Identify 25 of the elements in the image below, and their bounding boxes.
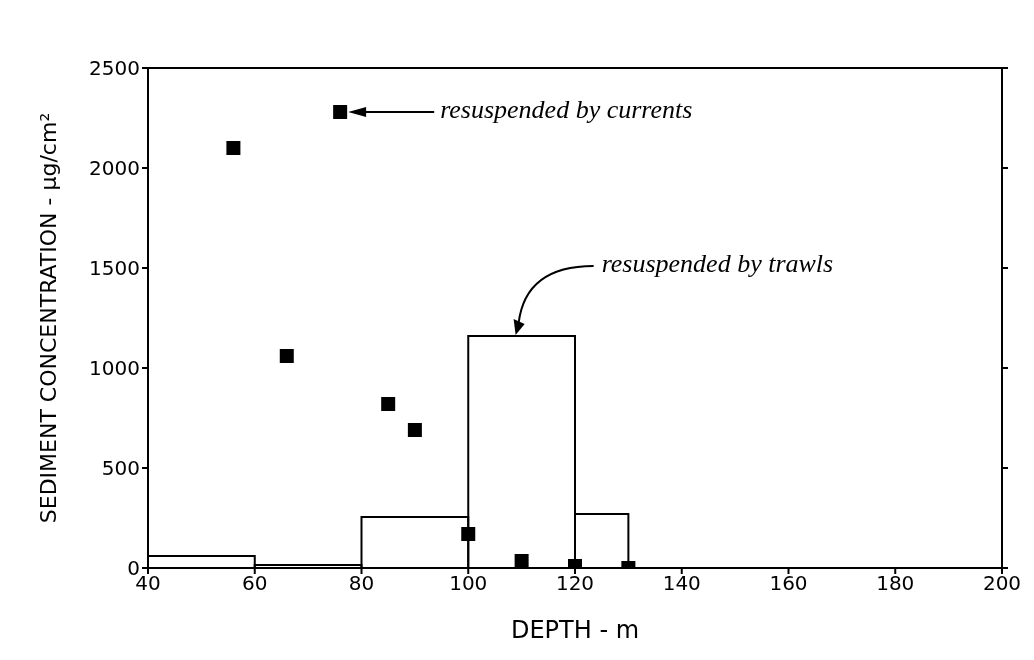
- point: [461, 527, 476, 541]
- y-tick-label: 1000: [89, 356, 140, 381]
- annotation: resuspended by trawls: [601, 248, 834, 278]
- point: [514, 554, 529, 568]
- y-tick-label: 2500: [89, 56, 140, 81]
- x-tick-label: 180: [876, 571, 915, 596]
- x-axis-title: DEPTH - m: [510, 616, 640, 644]
- y-tick-label: 2000: [89, 156, 140, 181]
- point: [407, 423, 422, 437]
- x-tick-label: 160: [769, 571, 808, 596]
- annotation: resuspended by currents: [440, 94, 693, 124]
- y-tick-label: 0: [127, 556, 140, 581]
- y-tick-label: 500: [101, 456, 140, 481]
- point: [226, 141, 241, 155]
- point: [381, 397, 396, 411]
- y-axis-title: SEDIMENT CONCENTRATION - μg/cm²: [35, 112, 61, 524]
- x-tick-label: 140: [662, 571, 701, 596]
- x-tick-label: 200: [982, 571, 1022, 596]
- x-tick-label: 120: [555, 571, 595, 596]
- x-tick-label: 80: [348, 571, 375, 596]
- point: [333, 105, 348, 119]
- x-tick-label: 100: [449, 571, 488, 596]
- y-tick-label: 1500: [89, 256, 140, 281]
- point: [279, 349, 294, 363]
- x-tick-label: 60: [242, 571, 268, 596]
